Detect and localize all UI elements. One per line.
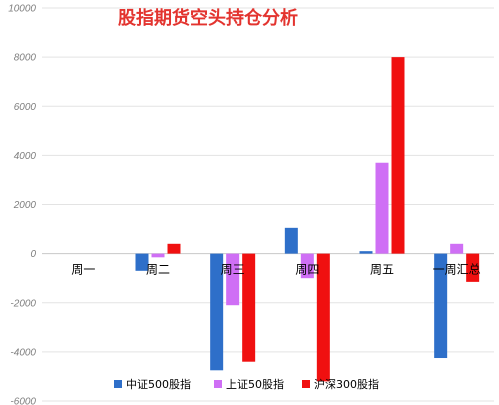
gridlines — [42, 7, 494, 402]
bar — [316, 253, 330, 382]
y-tick-label: 0 — [30, 249, 36, 260]
y-tick-label: 8000 — [14, 53, 37, 64]
bar — [151, 253, 165, 258]
bars — [135, 57, 480, 382]
legend: 中证500股指 上证50股指 沪深300股指 — [114, 377, 379, 391]
bar — [450, 243, 464, 254]
y-tick-label: -2000 — [10, 298, 36, 309]
legend-label: 中证500股指 — [126, 377, 191, 391]
category-label: 周三 — [221, 263, 245, 277]
bar — [391, 57, 405, 254]
chart-title: 股指期货空头持仓分析 — [117, 7, 298, 29]
bar — [284, 227, 298, 254]
legend-label: 上证50股指 — [226, 377, 284, 391]
y-tick-labels: -6000 -4000 -2000 0 2000 4000 6000 8000 10000 — [8, 4, 36, 405]
bar — [242, 253, 256, 362]
category-label: 周二 — [146, 263, 170, 277]
bar — [300, 253, 314, 279]
y-tick-label: -4000 — [10, 347, 36, 358]
category-label: 周五 — [370, 263, 394, 277]
category-labels: 周一 周二 周三 周四 周五 一周汇总 — [71, 263, 480, 277]
legend-swatch — [214, 380, 222, 388]
legend-label: 沪深300股指 — [314, 377, 379, 391]
bar — [135, 253, 149, 271]
legend-swatch — [302, 380, 310, 388]
category-label: 周四 — [295, 263, 319, 277]
bar — [466, 253, 480, 282]
y-tick-label: 10000 — [8, 4, 36, 15]
category-label: 一周汇总 — [433, 263, 481, 277]
bar — [359, 251, 373, 254]
bar — [210, 253, 224, 371]
category-label: 周一 — [71, 263, 95, 277]
bar — [375, 162, 389, 254]
y-tick-label: -6000 — [10, 397, 36, 405]
bar — [434, 253, 448, 359]
bar — [167, 243, 181, 254]
y-tick-label: 4000 — [14, 151, 37, 162]
y-tick-label: 2000 — [13, 200, 37, 211]
bar — [226, 253, 240, 306]
legend-swatch — [114, 380, 122, 388]
y-tick-label: 6000 — [14, 102, 37, 113]
